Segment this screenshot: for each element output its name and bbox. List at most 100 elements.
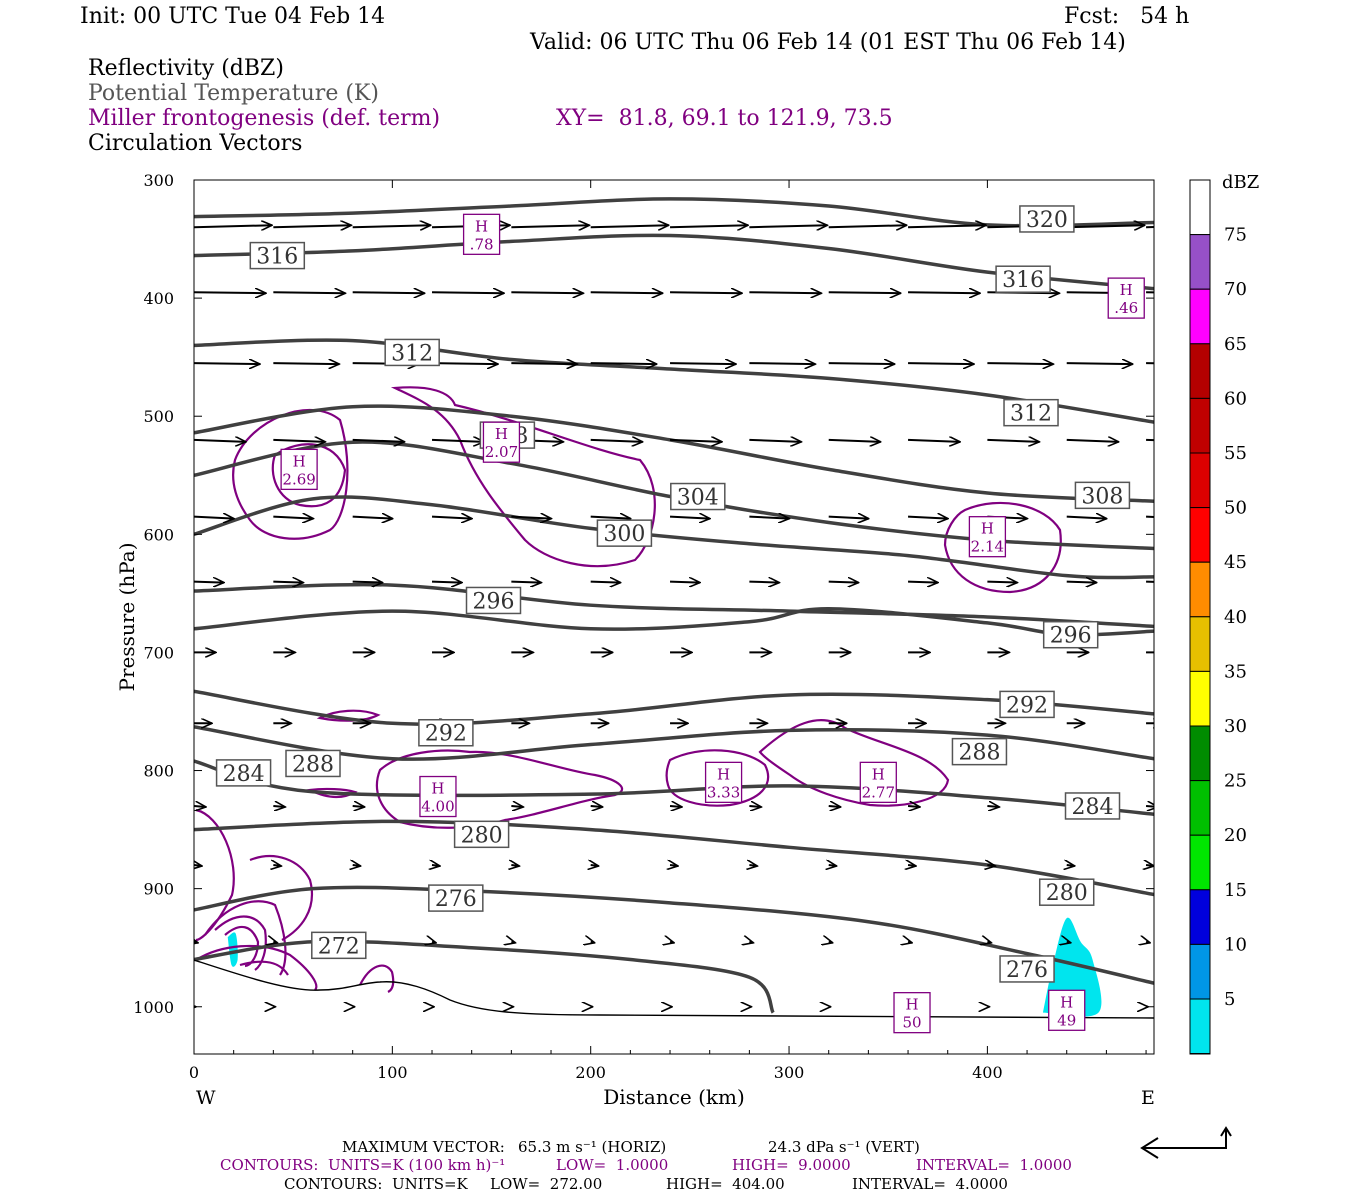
circulation-vector-61 [907, 517, 948, 519]
circulation-vector-65 [194, 582, 224, 583]
circulation-vector-44 [590, 440, 643, 442]
circulation-vector-138 [829, 942, 833, 943]
legend-swatch-40 [1189, 616, 1211, 672]
svg-text:288: 288 [292, 752, 334, 777]
theta-contour-296-9 [194, 582, 1154, 629]
legend-swatch-70 [1189, 288, 1211, 345]
svg-text:H: H [475, 217, 488, 235]
legend-swatch-30 [1189, 725, 1211, 782]
legend-label-70: 70 [1224, 279, 1247, 300]
svg-text:280: 280 [461, 823, 503, 848]
legend-swatch-45 [1189, 561, 1211, 618]
svg-text:276: 276 [1006, 958, 1048, 983]
svg-text:284: 284 [223, 762, 265, 787]
theta-label-276-20: 276 [999, 955, 1055, 983]
circulation-vector-22 [908, 292, 980, 293]
fronto-contour [195, 808, 235, 942]
svg-text:2.69: 2.69 [282, 470, 315, 488]
svg-text:H: H [495, 425, 508, 443]
field-reflectivity: Reflectivity (dBZ) [88, 56, 284, 81]
svg-text:H: H [1120, 281, 1133, 299]
legend-swatch-10 [1189, 943, 1211, 1000]
fronto-max-9: H49 [1048, 989, 1086, 1031]
svg-text:312: 312 [391, 341, 433, 366]
theta-label-312-4: 312 [1003, 398, 1059, 427]
circulation-vector-131 [273, 942, 277, 943]
fronto-contour [239, 960, 289, 976]
circulation-vector-130 [194, 942, 198, 943]
svg-text:288: 288 [958, 741, 1000, 766]
circulation-vector-8 [828, 225, 907, 227]
circulation-vector-74 [908, 582, 938, 583]
fronto-contour [232, 409, 349, 540]
circulation-vector-60 [828, 517, 869, 519]
fronto-contour-high: HIGH= 9.0000 [732, 1156, 851, 1174]
circulation-vector-136 [670, 942, 674, 943]
circulation-vector-77 [1146, 580, 1154, 583]
svg-text:.46: .46 [1114, 299, 1138, 317]
circulation-vector-76 [1066, 582, 1097, 583]
theta-label-316-1: 316 [249, 241, 306, 270]
svg-text:308: 308 [1081, 484, 1123, 509]
theta-label-276-19: 276 [428, 884, 484, 912]
circulation-vector-6 [670, 225, 748, 227]
fronto-contour [665, 749, 770, 807]
max-vector-vert: 24.3 dPa s⁻¹ (VERT) [768, 1138, 920, 1156]
legend-label-50: 50 [1224, 498, 1247, 519]
legend-label-20: 20 [1224, 825, 1247, 846]
legend-label-60: 60 [1224, 388, 1247, 409]
svg-text:49: 49 [1057, 1011, 1076, 1029]
circulation-vector-142 [1146, 942, 1150, 943]
svg-text:2.77: 2.77 [862, 783, 895, 801]
theta-label-280-18: 280 [1038, 878, 1095, 906]
circulation-vector-48 [908, 440, 960, 442]
circulation-vector-133 [432, 942, 436, 943]
circulation-vector-106 [352, 806, 365, 807]
fronto-contour [306, 787, 358, 799]
circulation-vector-137 [749, 942, 753, 943]
svg-text:316: 316 [256, 245, 298, 270]
svg-text:284: 284 [1072, 795, 1114, 820]
circulation-vector-105 [273, 806, 285, 807]
valid-time: Valid: 06 UTC Thu 06 Feb 14 (01 EST Thu … [530, 30, 1126, 55]
circulation-vector-53 [273, 517, 313, 519]
circulation-vector-104 [194, 806, 206, 807]
legend-label-65: 65 [1224, 334, 1247, 355]
svg-text:312: 312 [1010, 402, 1052, 427]
fronto-contour [375, 749, 623, 829]
theta-label-296-9: 296 [465, 586, 522, 614]
theta-contour-296-10 [194, 606, 1154, 637]
fronto-contour-interval: INTERVAL= 1.0000 [916, 1156, 1072, 1174]
legend-label-75: 75 [1224, 225, 1247, 246]
circulation-vector-56 [511, 517, 551, 519]
theta-label-284-16: 284 [1064, 792, 1121, 820]
y-axis-label: Pressure (hPa) [115, 543, 139, 692]
circulation-vector-40 [273, 440, 325, 442]
theta-contour-308-5 [194, 404, 1154, 504]
y-tick-label: 800 [143, 762, 174, 781]
circulation-vector-128 [1067, 865, 1075, 866]
circulation-vector-49 [987, 440, 1039, 442]
theta-contour-288-13 [194, 725, 1154, 761]
xy-section: XY= 81.8, 69.1 to 121.9, 73.5 [556, 106, 893, 131]
circulation-vector-54 [352, 517, 393, 519]
circulation-vector-11 [1066, 225, 1145, 227]
circulation-vector-27 [273, 363, 339, 364]
theta-label-288-13: 288 [285, 749, 341, 777]
circulation-vector-66 [273, 582, 303, 583]
field-frontogenesis: Miller frontogenesis (def. term) [88, 106, 441, 131]
circulation-vector-67 [352, 582, 383, 583]
circulation-vector-113 [907, 806, 920, 807]
circulation-vector-26 [194, 363, 260, 364]
circulation-vector-12 [1146, 226, 1154, 229]
fronto-contour [316, 709, 381, 722]
circulation-vector-129 [1146, 865, 1154, 866]
y-tick-label: 500 [143, 407, 174, 426]
svg-text:300: 300 [603, 522, 645, 547]
svg-text:304: 304 [677, 486, 719, 511]
circulation-vector-139 [908, 942, 912, 943]
circulation-vector-45 [669, 440, 722, 442]
svg-text:H: H [717, 765, 730, 783]
circulation-vector-123 [670, 865, 678, 866]
